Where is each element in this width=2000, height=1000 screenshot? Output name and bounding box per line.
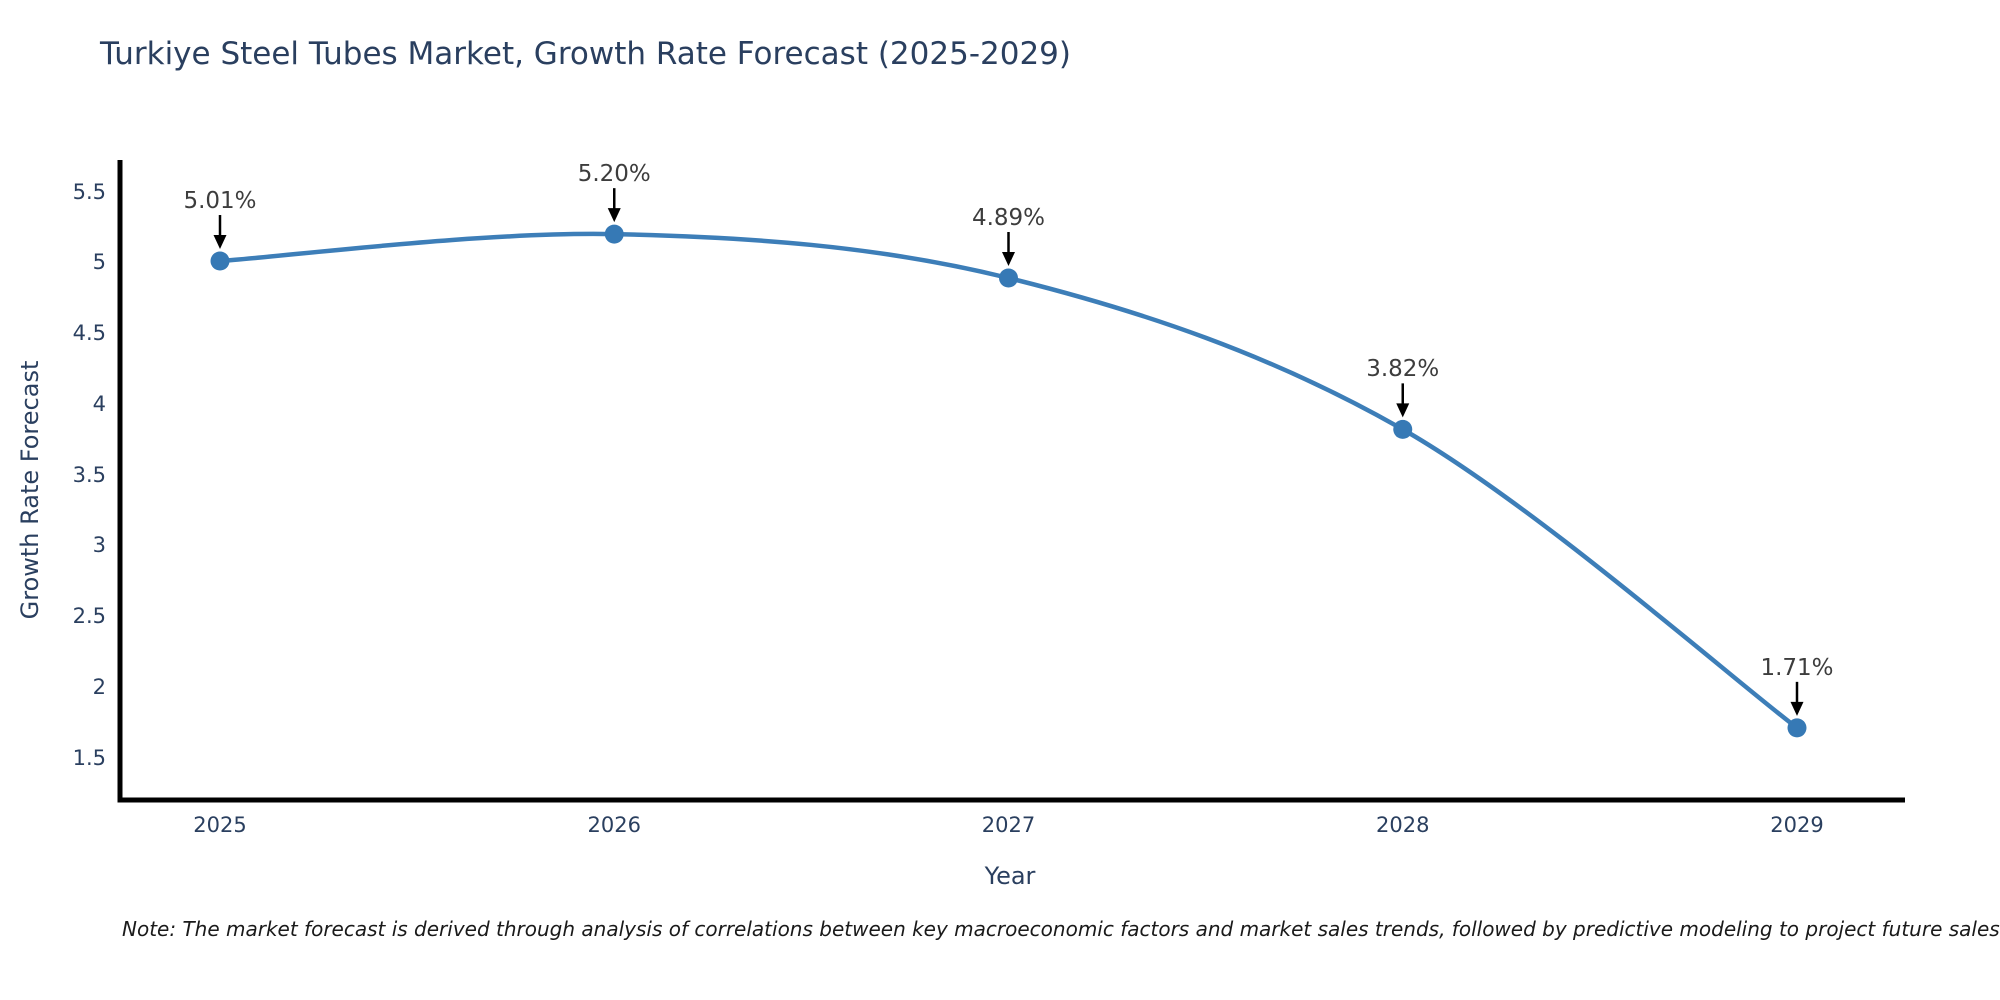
data-point-value-label: 5.20%	[577, 161, 651, 188]
x-tick-label: 2025	[193, 813, 247, 837]
x-tick-label: 2028	[1376, 813, 1430, 837]
y-tick-label: 4	[92, 391, 106, 416]
annotation-arrowhead-icon	[1790, 701, 1804, 716]
data-point-value-label: 4.89%	[971, 205, 1046, 231]
annotation-arrowhead-icon	[1396, 403, 1410, 418]
data-point-marker	[999, 268, 1018, 288]
annotation-arrowhead-icon	[213, 235, 227, 250]
data-point-marker	[1393, 419, 1413, 439]
y-tick-label: 5.5	[72, 179, 106, 204]
y-tick-label: 1.5	[72, 745, 106, 770]
x-axis-title: Year	[984, 862, 1036, 890]
data-point-marker	[210, 251, 230, 271]
footnote-text: Note: The market forecast is derived thr…	[122, 917, 2000, 941]
data-point-marker	[1787, 718, 1807, 738]
annotation-arrowhead-icon	[607, 208, 621, 223]
y-tick-label: 3	[92, 533, 106, 558]
data-point-value-label: 5.01%	[183, 188, 257, 215]
chart-title: Turkiye Steel Tubes Market, Growth Rate …	[100, 36, 1071, 72]
y-tick-label: 3.5	[72, 462, 106, 487]
y-tick-label: 2	[92, 674, 106, 699]
data-point-value-label: 3.82%	[1366, 356, 1440, 383]
annotation-arrowhead-icon	[1002, 252, 1015, 266]
x-tick-label: 2029	[1770, 813, 1824, 837]
y-tick-label: 4.5	[72, 321, 106, 346]
x-tick-label: 2026	[587, 813, 641, 837]
y-tick-label: 5	[92, 250, 106, 275]
forecast-line	[219, 231, 1799, 730]
y-tick-label: 2.5	[72, 604, 106, 629]
data-point-marker	[604, 224, 624, 244]
data-point-value-label: 1.71%	[1760, 654, 1834, 681]
x-tick-label: 2027	[981, 813, 1036, 837]
